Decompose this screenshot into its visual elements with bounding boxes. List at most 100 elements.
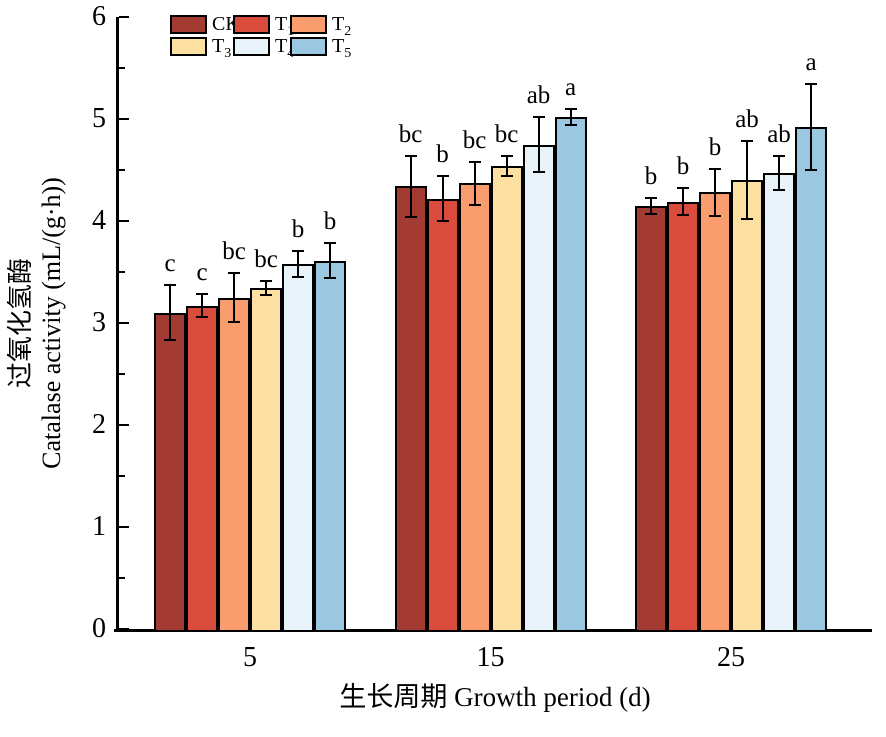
- sig-letter-T5-5: b: [323, 208, 337, 236]
- legend-swatch-T3: [170, 36, 207, 56]
- sig-letter-T3-25: ab: [735, 106, 759, 134]
- x-tick-label-25: 25: [717, 642, 745, 673]
- error-bar-cap-top: [196, 293, 208, 296]
- error-bar-cap-bottom: [677, 213, 689, 216]
- error-bar-cap-bottom: [645, 212, 657, 215]
- sig-letter-T4-5: b: [291, 215, 305, 243]
- error-bar-T1-25: [682, 188, 684, 215]
- error-bar-cap-bottom: [436, 220, 449, 222]
- bar-T5-5: [314, 260, 346, 632]
- error-bar-cap-top: [324, 242, 336, 245]
- y-axis-line: [116, 17, 119, 632]
- error-bar-cap-bottom: [564, 124, 577, 127]
- error-bar-cap-top: [805, 83, 817, 86]
- error-bar-cap-top: [404, 154, 417, 157]
- error-bar-T2-25: [714, 168, 716, 216]
- sig-letter-T2-15: bc: [462, 126, 487, 154]
- legend-swatch-T1: [233, 14, 270, 34]
- error-bar-T5-25: [810, 84, 812, 170]
- bar-T4-25: [763, 173, 795, 632]
- y-tick-label: 6: [92, 1, 106, 32]
- error-bar-cap-top: [436, 175, 449, 178]
- legend-swatch-T4: [233, 36, 270, 56]
- bar-T1-5: [186, 305, 218, 632]
- error-bar-T4-5: [297, 250, 299, 278]
- legend-label-T5: T5: [332, 35, 352, 61]
- sig-letter-T3-5: bc: [254, 246, 278, 274]
- sig-letter-CK-25: b: [644, 162, 658, 190]
- y-major-tick: [119, 322, 129, 324]
- bar-T3-5: [250, 288, 282, 632]
- error-bar-T4-25: [778, 155, 780, 191]
- bar-T3-25: [731, 180, 763, 632]
- y-tick-label: 2: [92, 409, 106, 440]
- y-major-tick: [119, 526, 129, 528]
- y-tick-label: 3: [92, 307, 106, 338]
- error-bar-cap-top: [500, 154, 513, 157]
- bar-CK-15: [394, 186, 427, 632]
- bar-T2-25: [699, 192, 731, 632]
- error-bar-cap-top: [677, 187, 689, 190]
- bar-T2-15: [458, 183, 491, 632]
- bar-CK-25: [635, 205, 667, 632]
- legend-item-CK: CK: [170, 14, 240, 34]
- bar-T5-15: [554, 116, 587, 632]
- error-bar-T2-5: [233, 273, 235, 322]
- error-bar-cap-top: [164, 284, 176, 287]
- sig-letter-T1-5: c: [196, 259, 208, 287]
- error-bar-T5-15: [569, 108, 572, 126]
- sig-letter-T3-15: bc: [494, 120, 519, 148]
- x-axis-title: 生长周期 Growth period (d): [339, 682, 651, 712]
- bar-T4-5: [282, 263, 314, 632]
- y-tick-label: 1: [92, 511, 106, 542]
- error-bar-T1-15: [441, 176, 444, 221]
- bar-T1-25: [667, 201, 699, 632]
- legend-label-T3: T3: [212, 35, 232, 61]
- y-major-tick: [119, 16, 129, 18]
- bar-T4-15: [522, 144, 555, 632]
- legend-item-T1: T1: [233, 14, 294, 39]
- bar-T2-5: [218, 297, 250, 632]
- error-bar-cap-top: [709, 167, 721, 170]
- legend-item-T4: T4: [233, 36, 294, 61]
- error-bar-T3-25: [746, 141, 748, 219]
- error-bar-cap-bottom: [741, 217, 753, 220]
- y-major-tick: [119, 220, 129, 222]
- sig-letter-T1-25: b: [676, 153, 690, 181]
- sig-letter-CK-5: c: [164, 250, 176, 278]
- error-bar-cap-bottom: [164, 339, 176, 342]
- error-bar-cap-bottom: [260, 294, 272, 297]
- error-bar-cap-top: [532, 115, 545, 118]
- legend-label-T2: T2: [332, 13, 352, 39]
- error-bar-cap-bottom: [324, 277, 336, 280]
- y-tick-label: 4: [92, 205, 106, 236]
- error-bar-CK-5: [169, 285, 171, 341]
- error-bar-cap-bottom: [196, 315, 208, 318]
- error-bar-CK-25: [650, 197, 652, 214]
- y-tick-label: 5: [92, 103, 106, 134]
- error-bar-cap-top: [773, 154, 785, 157]
- error-bar-cap-bottom: [805, 169, 817, 171]
- legend: CKT1 T2 T3T4 T5: [170, 14, 370, 62]
- y-minor-tick: [119, 67, 125, 69]
- error-bar-cap-top: [260, 280, 272, 283]
- sig-letter-CK-15: bc: [398, 120, 423, 148]
- legend-swatch-T5: [290, 36, 327, 56]
- sig-letter-T4-25: ab: [767, 120, 791, 148]
- legend-item-T5: T5: [290, 35, 352, 61]
- error-bar-T3-5: [265, 281, 267, 296]
- sig-letter-T2-5: bc: [222, 238, 246, 266]
- y-minor-tick: [119, 169, 125, 171]
- bar-T3-15: [490, 165, 523, 632]
- error-bar-cap-top: [645, 196, 657, 199]
- error-bar-T3-15: [505, 155, 508, 177]
- error-bar-T2-15: [473, 161, 476, 205]
- sig-letter-T5-25: a: [805, 49, 817, 77]
- y-major-tick: [119, 118, 129, 120]
- error-bar-cap-top: [564, 107, 577, 110]
- legend-swatch-CK: [170, 14, 207, 34]
- y-minor-tick: [119, 271, 125, 273]
- bar-T1-15: [426, 198, 459, 632]
